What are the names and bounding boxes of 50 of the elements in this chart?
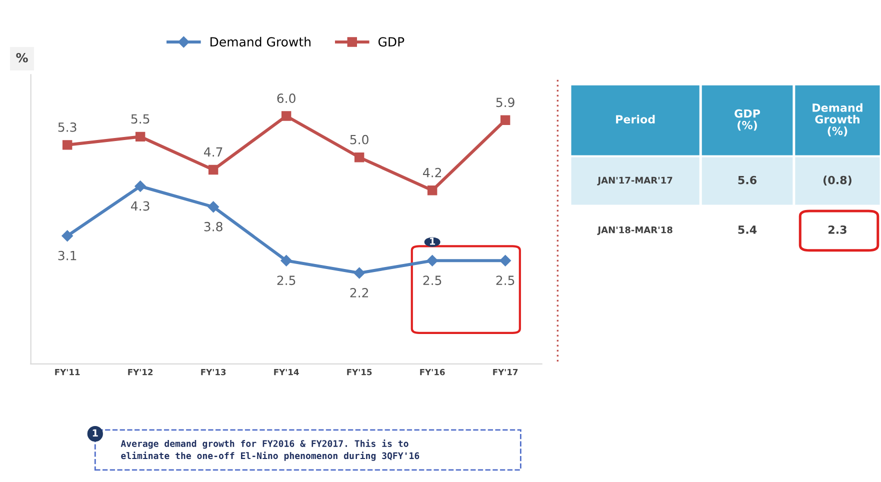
x-tick-label: FY'14 — [274, 369, 299, 376]
data-label: 2.5 — [496, 276, 514, 286]
point — [354, 267, 365, 279]
text: Average demand growth for FY2016 & FY2017. This is to eliminate the one-off El-Nino phenomenon during 3QFY'16 — [120, 440, 420, 461]
y-axis-title: % — [16, 52, 28, 62]
x-tick-label: FY'12 — [128, 368, 153, 376]
point — [281, 111, 292, 121]
text: (0.8) — [823, 176, 852, 186]
point — [208, 164, 218, 175]
data-label: 4.7 — [204, 147, 222, 157]
data-label: 2.5 — [423, 276, 442, 286]
category-label: JAN'17-MAR'17 — [597, 176, 672, 186]
category-label: GDP (%) — [734, 109, 760, 131]
point — [62, 140, 72, 150]
point — [280, 255, 292, 266]
data-label: 4.2 — [422, 168, 442, 178]
text: 5.4 — [738, 226, 757, 234]
text: 5.6 — [738, 176, 757, 184]
data-label: 5.3 — [58, 122, 76, 132]
category-label: Period — [616, 114, 655, 124]
legend-label: Demand Growth — [210, 36, 310, 47]
point — [208, 201, 219, 213]
point — [134, 180, 146, 192]
data-label: 5.5 — [131, 114, 150, 124]
data-label: 2.5 — [277, 276, 296, 286]
data-label: 3.1 — [58, 250, 76, 260]
point — [135, 132, 146, 142]
data-label: 5.9 — [496, 98, 514, 108]
x-tick-label: FY'13 — [201, 368, 226, 376]
point — [62, 230, 73, 242]
data-label: 3.8 — [204, 222, 222, 232]
text: 1 — [92, 429, 98, 436]
data-label: 4.3 — [131, 201, 150, 211]
point — [354, 152, 364, 162]
data-label: 5.0 — [350, 134, 368, 144]
x-tick-label: FY'11 — [55, 369, 80, 376]
x-tick-label: FY'16 — [420, 368, 445, 376]
point — [426, 255, 438, 266]
x-tick-label: FY'15 — [347, 369, 372, 376]
point — [500, 115, 510, 126]
point — [500, 255, 511, 266]
category-label: JAN'18-MAR'18 — [597, 226, 672, 235]
data-label: 2.2 — [350, 288, 368, 298]
category-label: Demand Growth (%) — [812, 103, 862, 136]
legend-label: GDP — [378, 37, 404, 47]
text: 2.3 — [828, 225, 846, 234]
point — [427, 186, 438, 196]
annotation: 1 — [430, 238, 436, 245]
x-tick-label: FY'17 — [493, 369, 518, 376]
data-label: 6.0 — [277, 94, 296, 103]
